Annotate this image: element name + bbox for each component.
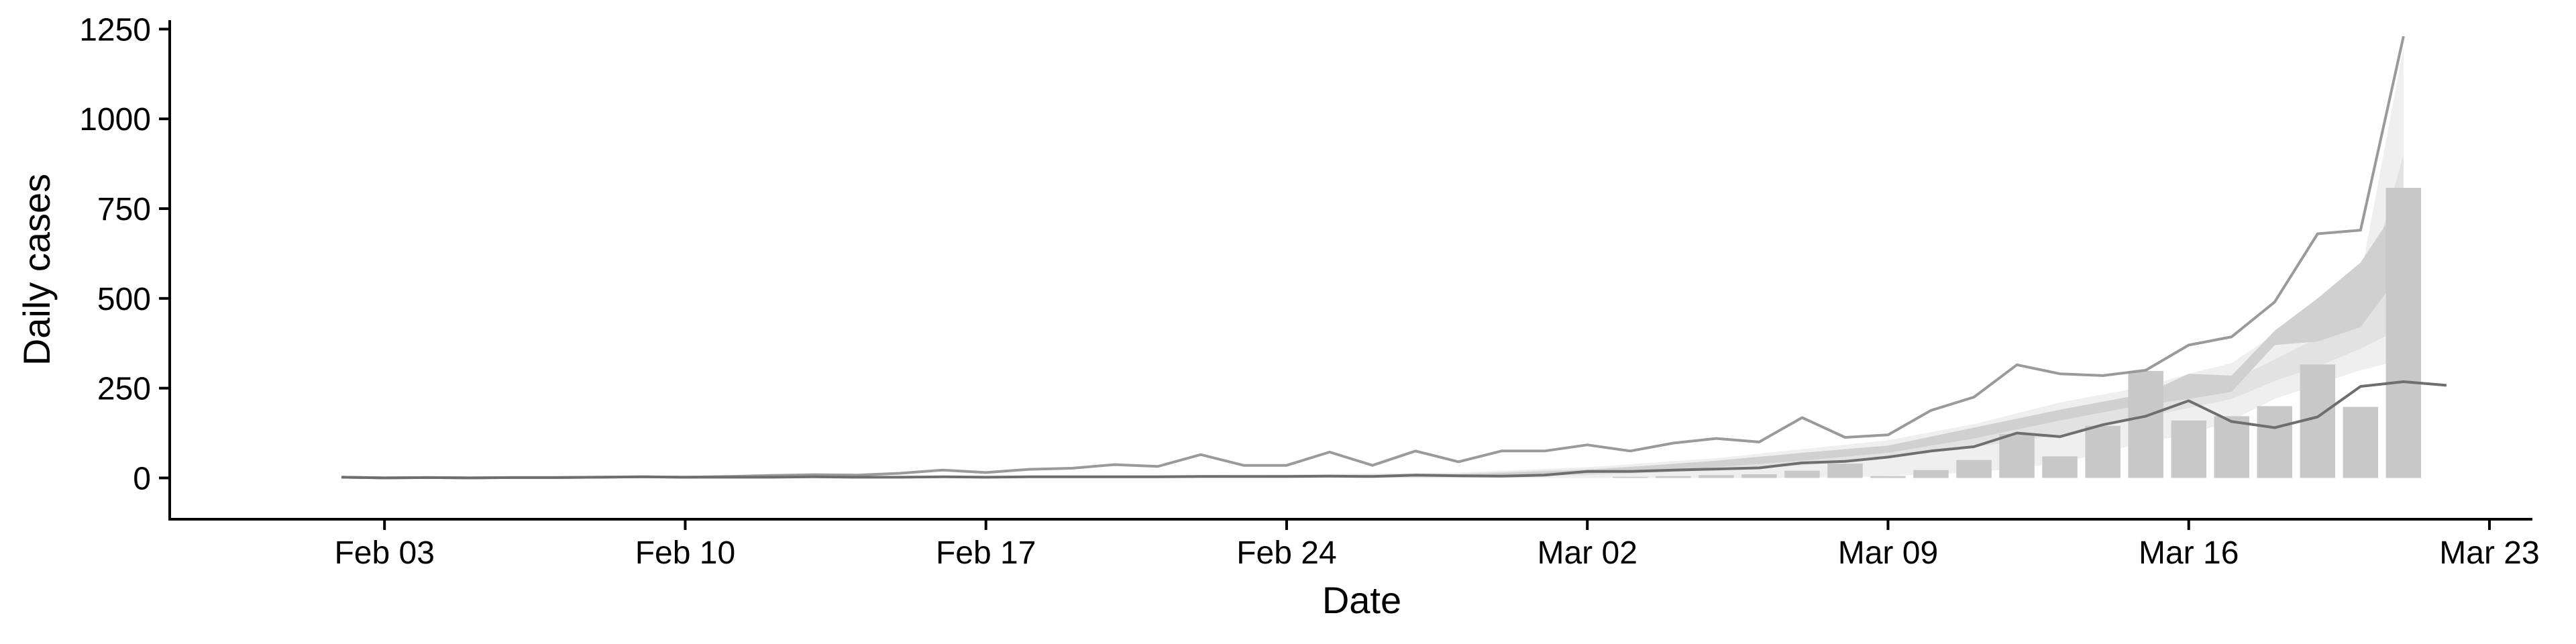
x-tick-label: Feb 17 [936, 535, 1036, 571]
case-bar [2042, 456, 2078, 478]
estimate-lines [341, 36, 2447, 480]
y-axis-title: Daily cases [15, 174, 58, 366]
case-bar [2385, 188, 2422, 478]
x-axis-ticks: Feb 03 Feb 10 Feb 17 Feb 24 Mar 02 Mar 09 Mar … [334, 519, 2540, 571]
y-tick-label: 750 [97, 192, 151, 227]
case-bar [1784, 470, 1820, 478]
x-tick-label: Feb 03 [334, 535, 434, 571]
case-bar [1827, 464, 1863, 478]
case-bar [1656, 476, 1691, 478]
y-tick-label: 250 [97, 372, 151, 407]
x-tick-label: Feb 10 [635, 535, 735, 571]
y-tick-label: 1000 [79, 102, 151, 138]
x-tick-label: Mar 23 [2439, 535, 2539, 571]
case-bar [1741, 474, 1777, 478]
case-bar [2128, 370, 2163, 478]
x-axis-title: Date [1322, 579, 1401, 621]
estimate-bands [341, 47, 2404, 478]
x-tick-label: Mar 02 [1538, 535, 1638, 571]
y-tick-label: 0 [133, 461, 151, 496]
case-bar [1956, 460, 1992, 478]
y-tick-label: 1250 [79, 12, 151, 48]
case-bar [2214, 416, 2249, 478]
lower-estimate-line [341, 380, 2447, 480]
x-tick-label: Feb 24 [1236, 535, 1336, 571]
x-tick-label: Mar 09 [1838, 535, 1938, 571]
case-bar [2085, 425, 2121, 478]
x-tick-label: Mar 16 [2139, 535, 2239, 571]
y-axis-ticks: 0 250 500 750 1000 1250 [79, 12, 170, 496]
case-bar [1870, 476, 1906, 478]
case-bar [2343, 407, 2379, 478]
case-bar [1613, 476, 1648, 478]
case-bar [2171, 420, 2206, 478]
case-bar [1699, 475, 1734, 478]
case-bar [1913, 470, 1949, 478]
case-bar [1999, 434, 2035, 478]
y-tick-label: 500 [97, 282, 151, 317]
case-bar [2257, 406, 2292, 478]
daily-case-bars [1613, 188, 2422, 478]
